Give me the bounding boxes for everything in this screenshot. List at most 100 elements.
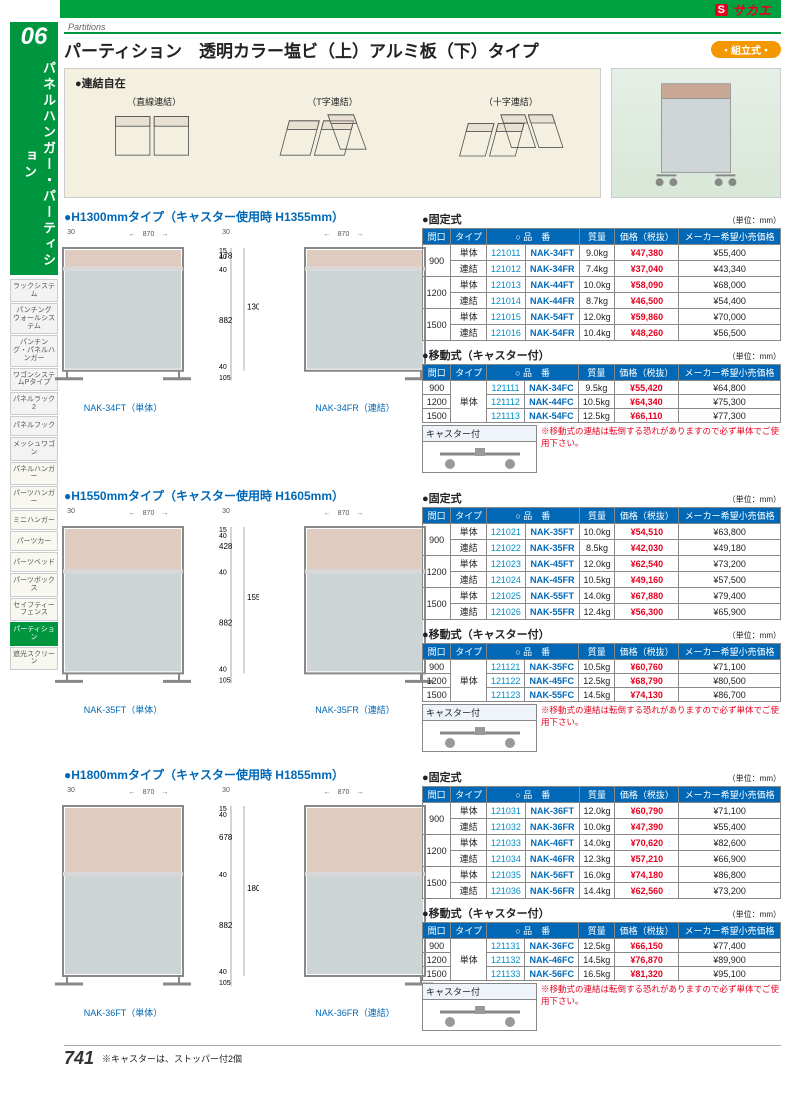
table-row: 1200単体121023NAK-45FT12.0kg62,540¥73,200 bbox=[423, 556, 781, 572]
sidebar-item[interactable]: パーツハンガー bbox=[10, 486, 58, 509]
spec-table: 間口タイプ品 番質量価格（税抜）メーカー希望小売価格900単体121131NAK… bbox=[422, 922, 781, 981]
fixed-label: ●固定式 bbox=[422, 769, 462, 785]
table-row: 900単体121111NAK-34FC9.5kg55,420¥64,800 bbox=[423, 381, 781, 395]
svg-text:428: 428 bbox=[219, 542, 233, 551]
spec-table: 間口タイプ品 番質量価格（税抜）メーカー希望小売価格900単体121111NAK… bbox=[422, 364, 781, 423]
table-row: 連結121032NAK-36FR10.0kg47,390¥55,400 bbox=[423, 819, 781, 835]
order-code[interactable]: 121025 bbox=[491, 591, 521, 601]
order-code[interactable]: 121035 bbox=[491, 870, 521, 880]
svg-text:882: 882 bbox=[219, 618, 233, 627]
order-code[interactable]: 121113 bbox=[491, 411, 520, 421]
section-vertical-label: パネルハンガー・パーティション bbox=[10, 55, 58, 275]
table-row: 連結121036NAK-56FR14.4kg62,560¥73,200 bbox=[423, 883, 781, 899]
svg-text:40: 40 bbox=[219, 969, 227, 976]
table-row: 連結121022NAK-35FR8.5kg42,030¥49,180 bbox=[423, 540, 781, 556]
order-code[interactable]: 121026 bbox=[491, 607, 521, 617]
svg-text:178: 178 bbox=[219, 251, 233, 260]
section-number-box: 06 bbox=[10, 22, 58, 55]
sidebar-item[interactable]: パネルハンガー bbox=[10, 462, 58, 485]
main-content: Partitions パーティション 透明カラー塩ビ（上）アルミ板（下）タイプ … bbox=[64, 22, 781, 1069]
fixed-label: ●固定式 bbox=[422, 211, 462, 227]
top-bar: S サカエ bbox=[60, 0, 781, 18]
panel-diagram-link: NAK-36FR（連結） bbox=[275, 801, 435, 1019]
panel-diagram-single: NAK-34FT（単体） bbox=[43, 243, 203, 414]
spec-table: 間口タイプ品 番質量価格（税抜）メーカー希望小売価格900単体121121NAK… bbox=[422, 643, 781, 702]
order-code[interactable]: 121024 bbox=[491, 575, 521, 585]
order-code[interactable]: 121034 bbox=[491, 854, 521, 864]
order-code[interactable]: 121036 bbox=[491, 886, 521, 896]
svg-text:882: 882 bbox=[219, 921, 233, 930]
svg-text:40: 40 bbox=[219, 666, 227, 673]
svg-text:1300: 1300 bbox=[247, 302, 259, 311]
table-row: 連結121024NAK-45FR10.5kg49,160¥57,500 bbox=[423, 572, 781, 588]
order-code[interactable]: 121122 bbox=[491, 676, 520, 686]
svg-text:105: 105 bbox=[219, 980, 231, 987]
subheading: Partitions bbox=[64, 22, 781, 32]
order-code[interactable]: 121123 bbox=[491, 690, 520, 700]
order-code[interactable]: 121131 bbox=[491, 941, 520, 951]
sidebar-item[interactable]: メッシュワゴン bbox=[10, 437, 58, 460]
table-row: 1500単体121035NAK-56FT16.0kg74,180¥86,800 bbox=[423, 867, 781, 883]
panel-diagram-link: NAK-35FR（連結） bbox=[275, 522, 435, 716]
order-code[interactable]: 121121 bbox=[491, 662, 520, 672]
mobile-label: ●移動式（キャスター付） bbox=[422, 347, 550, 363]
order-code[interactable]: 121012 bbox=[491, 264, 521, 274]
table-row: 900単体121131NAK-36FC12.5kg66,150¥77,400 bbox=[423, 939, 781, 953]
order-code[interactable]: 121112 bbox=[491, 397, 520, 407]
panel-diagram-link: NAK-34FR（連結） bbox=[275, 243, 435, 414]
order-code[interactable]: 121016 bbox=[491, 328, 521, 338]
svg-text:40: 40 bbox=[219, 267, 227, 274]
spec-table: 間口タイプ品 番質量価格（税抜）メーカー希望小売価格900単体121021NAK… bbox=[422, 507, 781, 620]
size-group: ●H1300mmタイプ（キャスター使用時 H1355mm）30← 870 →30… bbox=[64, 208, 781, 473]
group-title: ●H1800mmタイプ（キャスター使用時 H1855mm） bbox=[64, 766, 414, 783]
mobile-label: ●移動式（キャスター付） bbox=[422, 905, 550, 921]
order-code[interactable]: 121022 bbox=[491, 543, 521, 553]
svg-text:40: 40 bbox=[219, 364, 227, 371]
size-group: ●H1550mmタイプ（キャスター使用時 H1605mm）30← 870 →30… bbox=[64, 487, 781, 752]
unit-label: （単位：mm） bbox=[728, 494, 781, 505]
order-code[interactable]: 121111 bbox=[491, 383, 519, 393]
order-code[interactable]: 121032 bbox=[491, 822, 521, 832]
table-row: 900単体121011NAK-34FT9.0kg47,380¥55,400 bbox=[423, 245, 781, 261]
connection-title: ●連結自在 bbox=[75, 75, 590, 91]
caster-box: キャスター付 bbox=[422, 983, 537, 1031]
order-code[interactable]: 121133 bbox=[491, 969, 520, 979]
table-row: 1200単体121013NAK-44FT10.0kg58,090¥68,000 bbox=[423, 277, 781, 293]
svg-text:1800: 1800 bbox=[247, 884, 259, 893]
section-number: 06 bbox=[10, 25, 58, 49]
order-code[interactable]: 121014 bbox=[491, 296, 521, 306]
svg-text:40: 40 bbox=[219, 533, 227, 540]
connection-figure: （T字連結） bbox=[253, 95, 411, 171]
order-code[interactable]: 121015 bbox=[491, 312, 521, 322]
dimension-column: 154017840130088240105 bbox=[219, 243, 259, 414]
table-row: 1200単体121033NAK-46FT14.0kg70,620¥82,600 bbox=[423, 835, 781, 851]
order-code[interactable]: 121132 bbox=[491, 955, 520, 965]
svg-text:40: 40 bbox=[219, 872, 227, 879]
connection-figure: （直線連結） bbox=[75, 95, 233, 171]
order-code[interactable]: 121011 bbox=[491, 248, 520, 258]
caster-note: ※移動式の連結は転倒する恐れがありますので必ず単体でご使用下さい。 bbox=[541, 983, 781, 1007]
table-row: 1500単体121015NAK-54FT12.0kg59,860¥70,000 bbox=[423, 309, 781, 325]
svg-text:882: 882 bbox=[219, 316, 233, 325]
unit-label: （単位：mm） bbox=[728, 630, 781, 641]
table-row: 900単体121121NAK-35FC10.5kg60,760¥71,100 bbox=[423, 660, 781, 674]
footer: 741 ※キャスターは、ストッパー付2個 bbox=[64, 1045, 781, 1069]
sidebar-item[interactable]: パネルフック bbox=[10, 416, 58, 436]
size-group: ●H1800mmタイプ（キャスター使用時 H1855mm）30← 870 →30… bbox=[64, 766, 781, 1031]
brand-name: サカエ bbox=[732, 0, 771, 19]
table-row: 1500単体121025NAK-55FT14.0kg67,880¥79,400 bbox=[423, 588, 781, 604]
panel-diagram-single: NAK-36FT（単体） bbox=[43, 801, 203, 1019]
table-row: 連結121014NAK-44FR8.7kg46,500¥54,400 bbox=[423, 293, 781, 309]
panel-diagram-single: NAK-35FT（単体） bbox=[43, 522, 203, 716]
order-code[interactable]: 121023 bbox=[491, 559, 521, 569]
mobile-label: ●移動式（キャスター付） bbox=[422, 626, 550, 642]
dimension-column: 154067840180088240105 bbox=[219, 801, 259, 1019]
order-code[interactable]: 121013 bbox=[491, 280, 521, 290]
unit-label: （単位：mm） bbox=[728, 351, 781, 362]
svg-text:1550: 1550 bbox=[247, 593, 259, 602]
connection-box: ●連結自在 （直線連結）（T字連結）（十字連結） bbox=[64, 68, 601, 198]
order-code[interactable]: 121021 bbox=[491, 527, 521, 537]
order-code[interactable]: 121031 bbox=[491, 806, 521, 816]
table-row: 連結121026NAK-55FR12.4kg56,300¥65,900 bbox=[423, 604, 781, 620]
order-code[interactable]: 121033 bbox=[491, 838, 521, 848]
